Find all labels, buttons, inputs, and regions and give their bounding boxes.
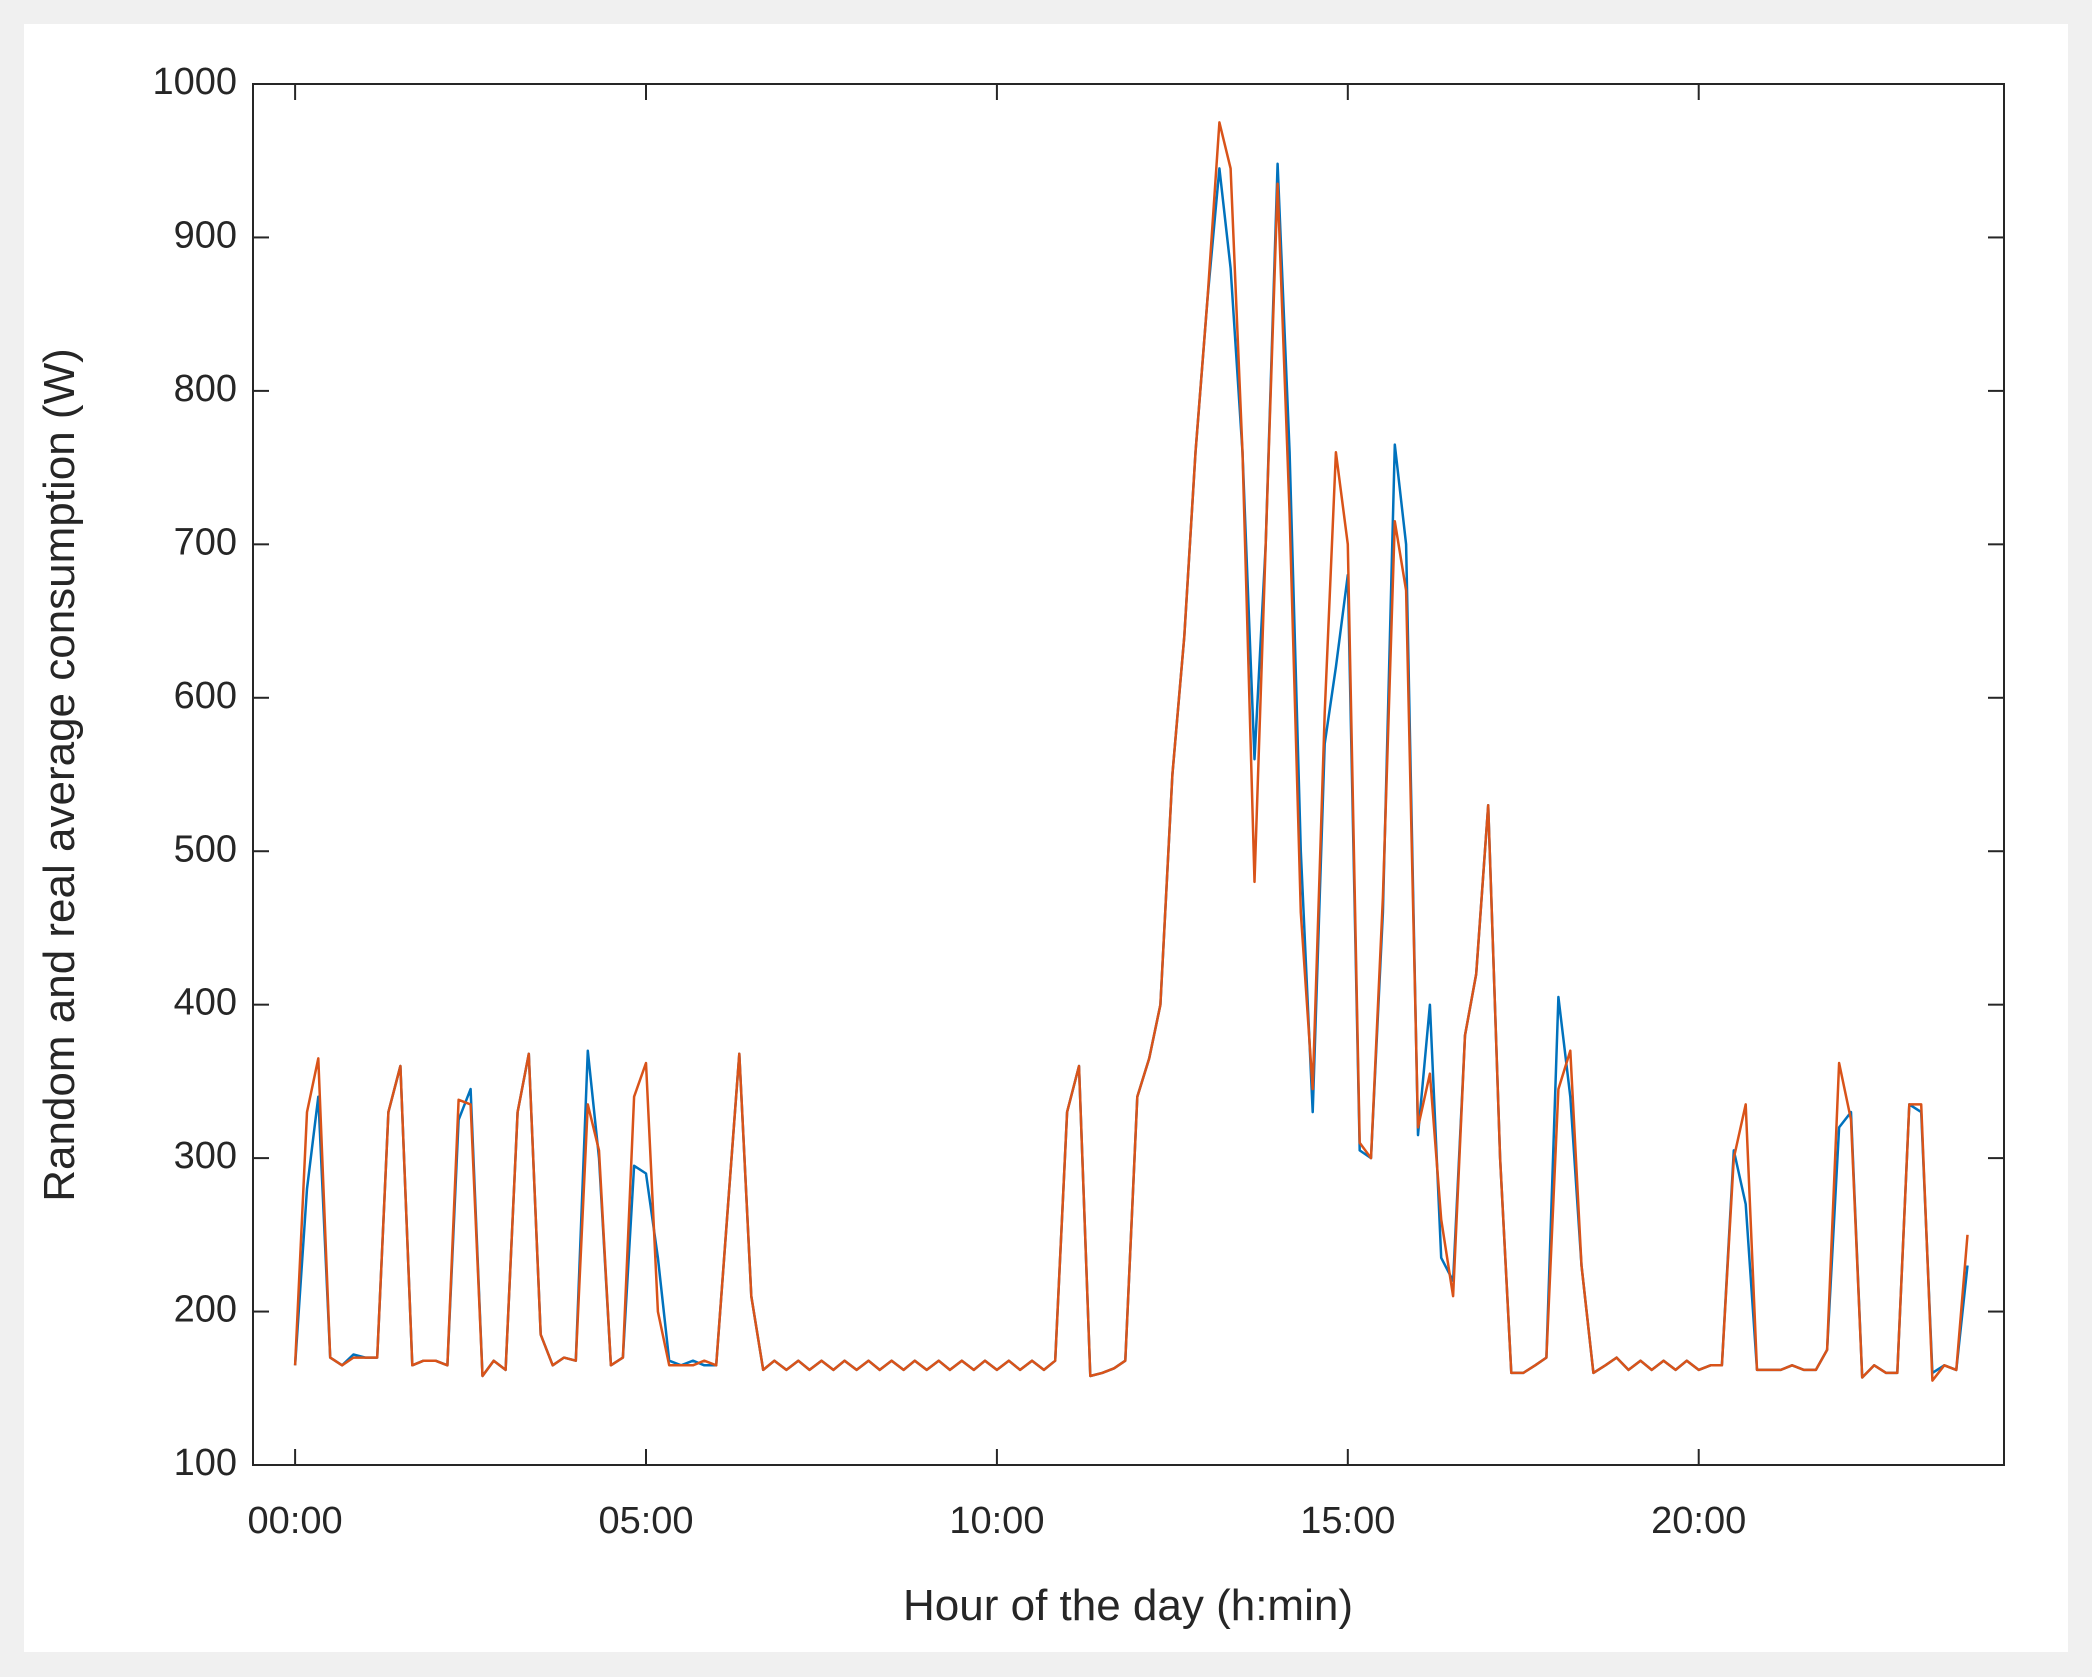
y-tick-label: 600 bbox=[174, 675, 237, 717]
y-tick-label: 800 bbox=[174, 368, 237, 410]
plot-area bbox=[252, 83, 2005, 1466]
x-tick-label: 05:00 bbox=[598, 1500, 693, 1542]
y-tick-label: 500 bbox=[174, 828, 237, 870]
y-tick-label: 700 bbox=[174, 521, 237, 563]
y-tick-label: 1000 bbox=[152, 61, 237, 103]
y-tick-label: 200 bbox=[174, 1289, 237, 1331]
y-axis-label: Random and real average consumption (W) bbox=[35, 348, 84, 1202]
y-tick-label: 900 bbox=[174, 214, 237, 256]
x-tick-label: 00:00 bbox=[248, 1500, 343, 1542]
y-tick-label: 300 bbox=[174, 1135, 237, 1177]
x-tick-label: 15:00 bbox=[1300, 1500, 1395, 1542]
x-tick-label: 20:00 bbox=[1651, 1500, 1746, 1542]
x-tick-label: 10:00 bbox=[949, 1500, 1044, 1542]
y-tick-label: 100 bbox=[174, 1442, 237, 1484]
series-line bbox=[293, 121, 1969, 1382]
y-tick-label: 400 bbox=[174, 982, 237, 1024]
x-axis-label: Hour of the day (h:min) bbox=[903, 1581, 1353, 1630]
